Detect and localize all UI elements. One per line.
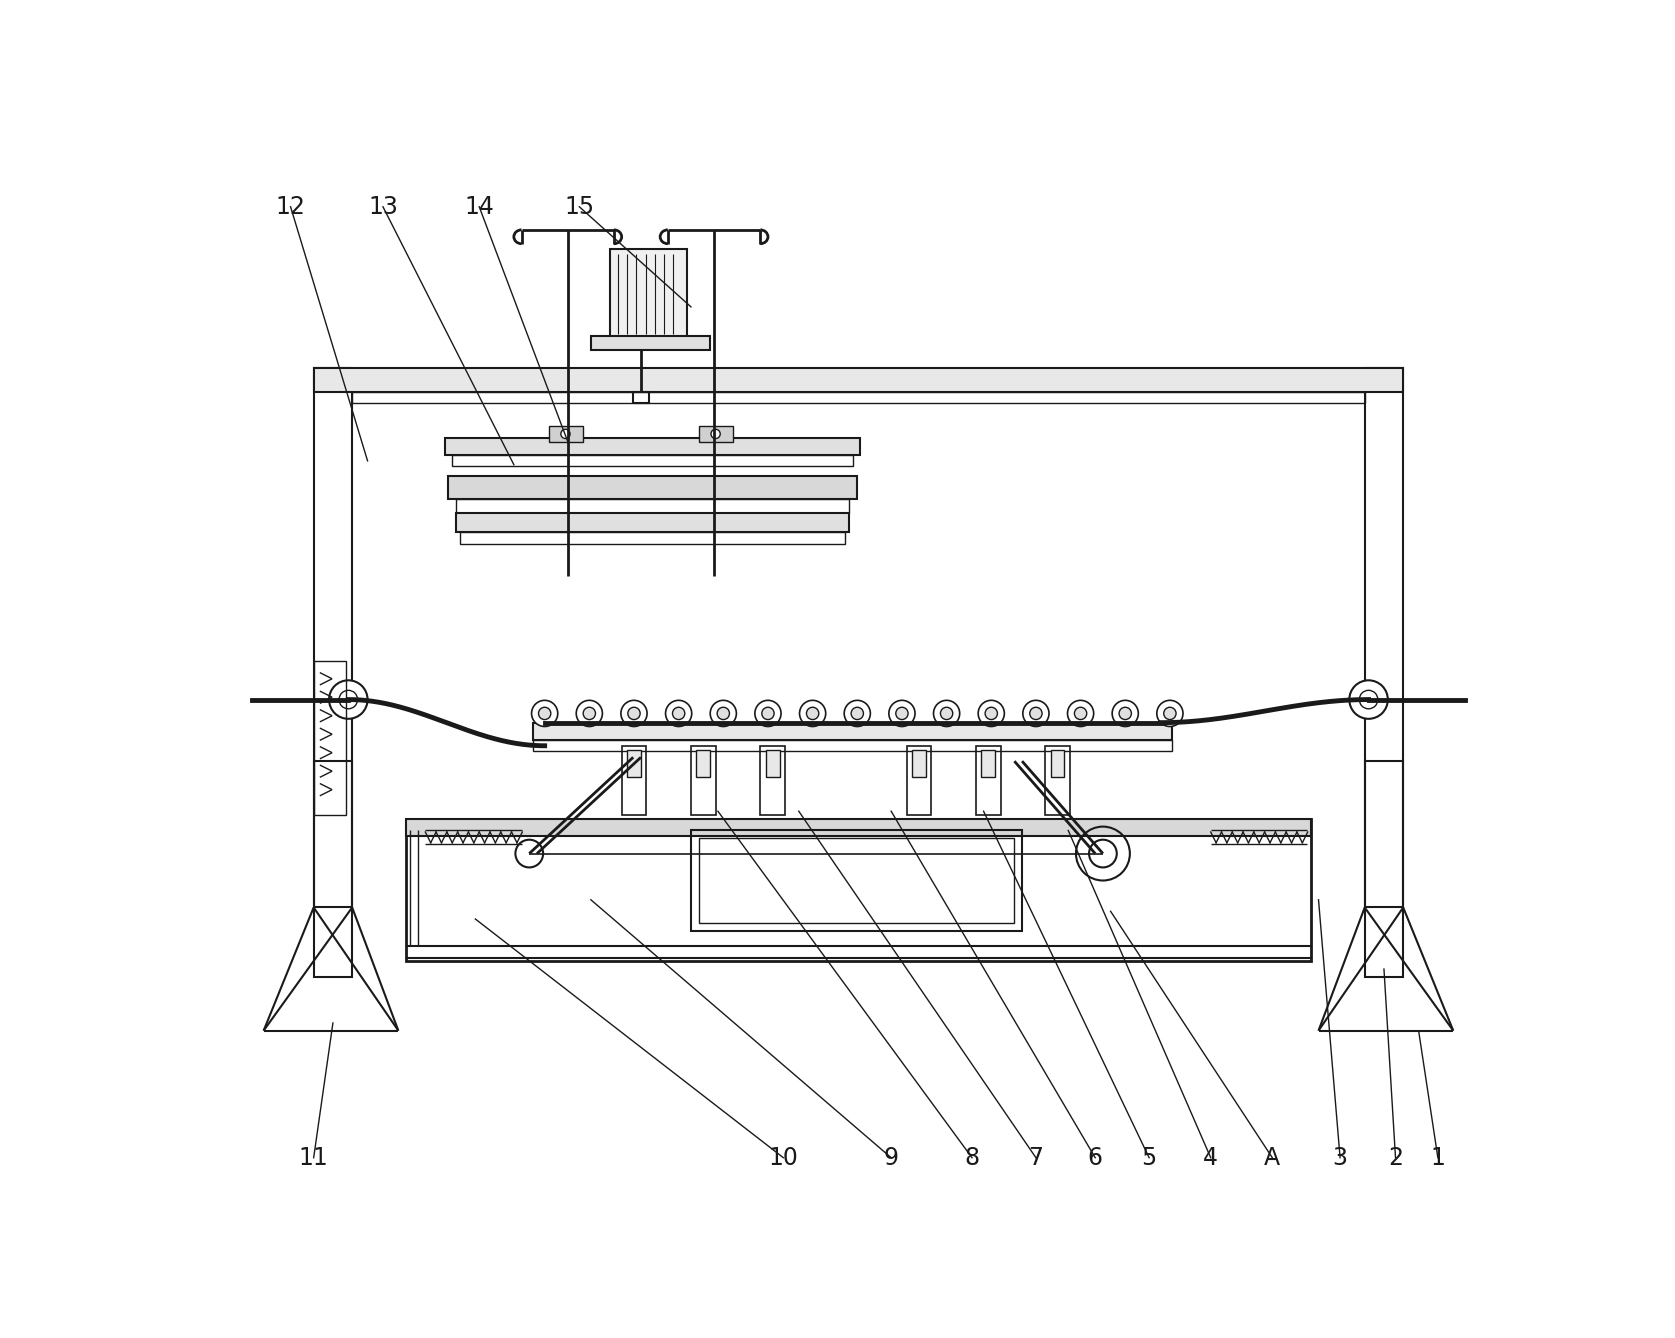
Circle shape [561,429,570,439]
Circle shape [710,700,737,727]
Bar [533,723,1172,740]
Bar [352,392,1365,403]
Bar [461,533,844,545]
Bar [1050,749,1064,776]
Text: 4: 4 [1203,1145,1218,1169]
Text: 2: 2 [1389,1145,1404,1169]
Circle shape [1089,840,1117,867]
Circle shape [665,700,692,727]
Bar [313,368,352,907]
Bar [405,819,1312,836]
Text: 6: 6 [1087,1145,1102,1169]
Circle shape [940,708,953,720]
Bar [911,749,926,776]
Bar [533,740,1172,751]
Bar [313,661,347,815]
Text: 15: 15 [564,195,595,218]
Circle shape [889,700,915,727]
Bar [591,336,710,351]
Circle shape [762,708,774,720]
Circle shape [851,708,863,720]
Circle shape [1112,700,1139,727]
Text: A: A [1265,1145,1280,1169]
Bar [692,831,1022,930]
Bar [1365,368,1404,907]
Bar [765,749,779,776]
Bar [621,745,647,815]
Circle shape [985,708,997,720]
Bar [452,455,853,466]
Bar [610,249,687,337]
Text: 7: 7 [1028,1145,1044,1169]
Circle shape [672,708,685,720]
Bar [698,427,734,442]
Circle shape [844,700,871,727]
Circle shape [978,700,1005,727]
Circle shape [1119,708,1131,720]
Text: 14: 14 [464,195,494,218]
Circle shape [1067,700,1094,727]
Circle shape [538,708,551,720]
Bar [313,368,1404,392]
Text: 12: 12 [276,195,305,218]
Bar [449,476,856,499]
Circle shape [1074,708,1087,720]
Circle shape [717,708,730,720]
Text: 8: 8 [965,1145,980,1169]
Bar [1365,761,1404,977]
Circle shape [1030,708,1042,720]
Circle shape [799,700,826,727]
Circle shape [328,680,367,719]
Bar [548,427,583,442]
Bar [697,749,710,776]
Circle shape [755,700,781,727]
Circle shape [806,708,819,720]
Circle shape [1350,680,1389,719]
Bar [906,745,931,815]
Bar [982,749,995,776]
Text: 3: 3 [1333,1145,1348,1169]
Circle shape [1157,700,1183,727]
Text: 11: 11 [298,1145,328,1169]
Bar [444,438,861,455]
Circle shape [933,700,960,727]
Text: 13: 13 [368,195,399,218]
Circle shape [516,840,543,867]
Bar [456,499,849,514]
Bar [456,514,849,533]
Text: 10: 10 [769,1145,799,1169]
Bar [698,838,1015,923]
Circle shape [710,429,720,439]
Circle shape [583,708,596,720]
Bar [313,761,352,977]
Circle shape [1360,690,1379,709]
Text: 9: 9 [884,1145,899,1169]
Bar [405,819,1312,962]
Bar [626,749,642,776]
Bar [1045,745,1070,815]
Bar [692,745,715,815]
Circle shape [1164,708,1176,720]
Bar [760,745,786,815]
Circle shape [896,708,908,720]
Text: 1: 1 [1430,1145,1446,1169]
Circle shape [621,700,647,727]
Circle shape [338,690,357,709]
Circle shape [576,700,603,727]
Bar [977,745,1000,815]
Circle shape [628,708,640,720]
Circle shape [1023,700,1049,727]
Text: 5: 5 [1141,1145,1157,1169]
Circle shape [531,700,558,727]
